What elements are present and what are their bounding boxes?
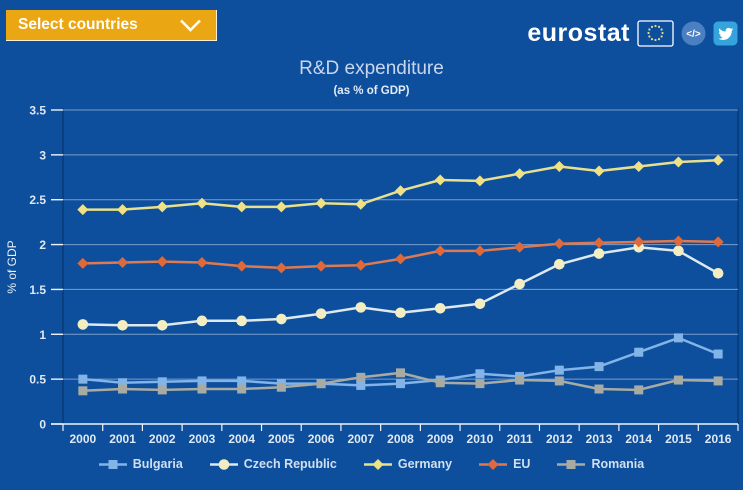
eurostat-logo-text: eurostat (527, 19, 630, 47)
legend-label: Romania (591, 457, 645, 471)
legend-item-romania[interactable]: Romania (557, 457, 644, 471)
x-tick-label: 2001 (109, 432, 136, 446)
y-tick-label: 3.5 (29, 104, 46, 118)
x-tick-label: 2004 (228, 432, 255, 446)
legend-marker-romania (557, 459, 586, 469)
chevron-down-icon (180, 19, 201, 32)
legend-label: Bulgaria (132, 457, 183, 471)
y-tick-label: 0.5 (29, 373, 46, 387)
plot-borders (62, 108, 739, 424)
y-tick-label: 3 (39, 148, 46, 162)
x-tick-label: 2005 (268, 432, 295, 446)
y-axis-title: % of GDP (5, 240, 19, 293)
series-czech-republic (77, 241, 724, 331)
twitter-icon[interactable] (713, 21, 738, 46)
legend: Bulgaria Czech Republic Germany EU Romania (0, 457, 743, 471)
x-tick-label: 2000 (70, 432, 97, 446)
x-tick-label: 2013 (586, 432, 613, 446)
x-tick-label: 2014 (625, 432, 652, 446)
chart-area: 0 0.5 1 1.5 2 2.5 3 3.5 2000 2001 2002 2003 2004 2005… (5, 104, 739, 446)
select-countries-label: Select countries (18, 16, 138, 33)
legend-label: Czech Republic (243, 457, 337, 471)
x-tick-label: 2002 (149, 432, 176, 446)
y-gridlines (63, 109, 738, 380)
x-tick-label: 2008 (387, 432, 414, 446)
chart-subtitle: (as % of GDP) (333, 85, 410, 97)
y-tick-label: 2 (39, 238, 46, 252)
series-germany (77, 154, 724, 216)
legend-item-germany[interactable]: Germany (363, 457, 453, 471)
legend-item-czech-republic[interactable]: Czech Republic (209, 457, 337, 471)
x-tick-label: 2009 (427, 432, 454, 446)
x-tick-label: 2016 (705, 432, 732, 446)
y-axis-labels: 0 0.5 1 1.5 2 2.5 3 3.5 (29, 104, 63, 432)
chart-title: R&D expenditure (299, 58, 444, 79)
x-tick-label: 2003 (189, 432, 216, 446)
x-tick-label: 2007 (347, 432, 374, 446)
x-tick-label: 2006 (308, 432, 335, 446)
select-countries-button[interactable]: Select countries (6, 10, 217, 41)
series-romania (78, 368, 723, 396)
legend-label: EU (513, 457, 531, 471)
legend-marker-bulgaria (98, 459, 127, 469)
embed-code-icon[interactable]: </> (681, 21, 706, 46)
x-tick-label: 2011 (507, 432, 533, 446)
eu-flag-icon (637, 20, 674, 47)
x-tick-label: 2015 (665, 432, 692, 446)
svg-text:</>: </> (686, 29, 701, 40)
y-tick-label: 0 (39, 418, 46, 432)
legend-label: Germany (397, 457, 453, 471)
legend-marker-eu (479, 458, 508, 470)
legend-marker-germany (363, 458, 392, 470)
x-axis: 2000 2001 2002 2003 2004 2005 2006 2007 2008 2009… (51, 423, 739, 446)
legend-marker-czech-republic (209, 458, 238, 470)
y-tick-label: 1 (39, 328, 46, 342)
series-eu (77, 235, 724, 274)
legend-item-eu[interactable]: EU (479, 457, 530, 471)
x-tick-label: 2012 (546, 432, 573, 446)
y-tick-label: 2.5 (29, 193, 46, 207)
legend-item-bulgaria[interactable]: Bulgaria (98, 457, 183, 471)
header-logo-group: eurostat </> (527, 20, 738, 47)
y-tick-label: 1.5 (29, 283, 46, 297)
series-bulgaria (78, 333, 723, 390)
x-tick-label: 2010 (467, 432, 494, 446)
